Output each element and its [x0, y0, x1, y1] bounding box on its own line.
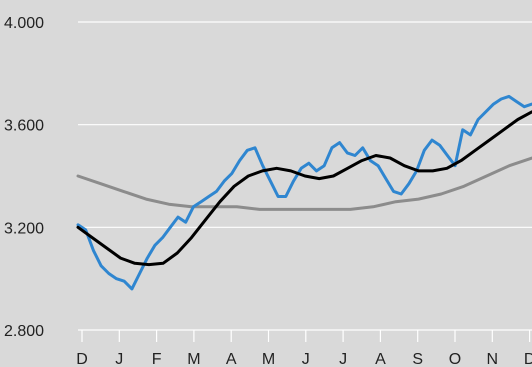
y-tick-label: 2.800: [4, 323, 44, 340]
gridlines: [78, 21, 532, 331]
x-tick-label: D: [76, 351, 88, 367]
x-tick-label: D: [524, 351, 532, 367]
series-lines: [76, 94, 532, 291]
y-tick-label: 3.600: [4, 118, 44, 135]
x-tick-label: A: [226, 351, 237, 367]
series-line-0: [76, 94, 532, 291]
series-line-1: [76, 110, 532, 267]
x-tick-label: M: [187, 351, 200, 367]
x-tick-label: M: [262, 351, 275, 367]
x-tick-label: N: [487, 351, 499, 367]
y-axis-labels: 2.800 3.200 3.600 4.000: [4, 15, 44, 340]
series-line-2: [76, 156, 532, 211]
x-tick-label: J: [339, 351, 347, 367]
x-tick-label: J: [302, 351, 310, 367]
x-tick-label: S: [412, 351, 423, 367]
x-tick-label: F: [152, 351, 162, 367]
y-tick-label: 4.000: [4, 15, 44, 32]
y-tick-label: 3.200: [4, 220, 44, 237]
x-tick-label: A: [375, 351, 386, 367]
x-tick-label: O: [449, 351, 461, 367]
x-tick-label: J: [115, 351, 123, 367]
x-axis-ticks: [81, 330, 531, 342]
